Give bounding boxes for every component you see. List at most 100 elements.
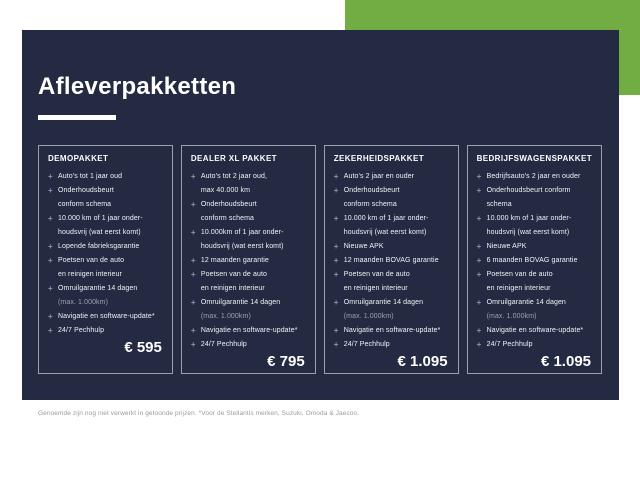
- feature-line: Onderhoudsbeurt conform: [486, 187, 571, 194]
- feature-item: +12 maanden BOVAG garantie: [334, 254, 449, 268]
- feature-line: 24/7 Pechhulp: [343, 341, 390, 348]
- package-title: DEMOPAKKET: [48, 154, 109, 163]
- feature-text: Auto's tot 1 jaar oud: [58, 170, 163, 184]
- feature-line: Poetsen van de auto: [58, 257, 125, 264]
- feature-line: 10.000km of 1 jaar onder-: [200, 229, 284, 236]
- feature-line: Auto's tot 1 jaar oud: [58, 173, 123, 180]
- plus-icon: +: [48, 172, 53, 181]
- feature-line: Poetsen van de auto: [486, 271, 553, 278]
- feature-line: Omruilgarantie 14 dagen: [343, 299, 424, 306]
- feature-text: Onderhoudsbeurt conform schema: [344, 184, 449, 212]
- plus-icon: +: [476, 326, 482, 335]
- feature-list: + Auto's tot 2 jaar oud, max 40.000 km + Ond…: [191, 170, 306, 352]
- package-price: € 1.095: [540, 353, 591, 370]
- feature-line: Auto's tot 2 jaar oud,: [200, 173, 268, 180]
- package-card-demopakket: DEMOPAKKET + Auto's tot 1 jaar oud + Onderho…: [38, 145, 173, 374]
- feature-text: 12 maanden BOVAG garantie: [344, 254, 449, 268]
- plus-icon: +: [190, 200, 196, 209]
- plus-icon: +: [333, 298, 339, 307]
- feature-text: 10.000 km of 1 jaar onder-houdsvrij (wat…: [58, 212, 163, 240]
- feature-list: + Bedrijfsauto's 2 jaar en ouder + Onderhou…: [477, 170, 592, 352]
- feature-line: 12 maanden garantie: [200, 257, 269, 264]
- feature-item: +10.000km of 1 jaar onder-houdsvrij (wat…: [191, 226, 306, 254]
- plus-icon: +: [476, 172, 482, 181]
- feature-line: Onderhoudsbeurt: [200, 201, 257, 208]
- feature-item: + Onderhoudsbeurt conform schema: [477, 184, 592, 212]
- feature-line: Onderhoudsbeurt: [58, 187, 114, 194]
- feature-item: + Auto's tot 1 jaar oud: [48, 170, 163, 184]
- plus-icon: +: [333, 256, 339, 265]
- feature-item: + Poetsen van de auto en reinigen interieu…: [48, 254, 163, 282]
- feature-line: schema: [486, 201, 512, 208]
- feature-item: +10.000 km of 1 jaar onder-houdsvrij (wa…: [48, 212, 163, 240]
- afleverpakketten-panel: Afleverpakketten DEMOPAKKET + Auto's tot 1…: [22, 30, 619, 400]
- feature-line: houdsvrij (wat eerst komt): [200, 243, 284, 250]
- feature-line: en reinigen interieur: [58, 271, 122, 278]
- feature-list: + Auto's 2 jaar en ouder + Onderhoudsbeurt c…: [334, 170, 449, 352]
- feature-text: 10.000 km of 1 jaar onder-houdsvrij (wat…: [487, 212, 592, 240]
- feature-item: + Poetsen van de auto en reinigen interieu…: [334, 268, 449, 296]
- plus-icon: +: [333, 214, 339, 223]
- feature-line: Omruilgarantie 14 dagen: [486, 299, 566, 306]
- feature-text: Auto's tot 2 jaar oud, max 40.000 km: [201, 170, 306, 198]
- feature-item: + Auto's tot 2 jaar oud, max 40.000 km: [191, 170, 306, 198]
- feature-line: Nieuwe APK: [486, 243, 527, 250]
- feature-line: Onderhoudsbeurt: [343, 187, 400, 194]
- feature-text: Omruilgarantie 14 dagen (max. 1.000km): [344, 296, 449, 324]
- feature-text: 12 maanden garantie: [201, 254, 306, 268]
- feature-line: 10.000 km of 1 jaar onder-: [486, 215, 572, 222]
- plus-icon: +: [333, 242, 339, 251]
- feature-item: +10.000 km of 1 jaar onder-houdsvrij (wa…: [334, 212, 449, 240]
- feature-line: Poetsen van de auto: [200, 271, 267, 278]
- feature-text: Omruilgarantie 14 dagen (max. 1.000km): [487, 296, 592, 324]
- feature-item: + Lopende fabrieksgarantie: [48, 240, 163, 254]
- feature-line: en reinigen interieur: [200, 285, 265, 292]
- feature-line: Nieuwe APK: [343, 243, 384, 250]
- feature-line: 6 maanden BOVAG garantie: [486, 257, 578, 264]
- plus-icon: +: [48, 186, 53, 195]
- feature-item: +24/7 Pechhulp: [191, 338, 306, 352]
- feature-line: 24/7 Pechhulp: [58, 327, 105, 334]
- package-title: DEALER XL PAKKET: [190, 154, 277, 163]
- feature-line: conform schema: [343, 201, 397, 208]
- feature-item: + Onderhoudsbeurt conform schema: [334, 184, 449, 212]
- feature-line: Navigatie en software-update*: [486, 327, 584, 334]
- plus-icon: +: [333, 172, 339, 181]
- feature-list: + Auto's tot 1 jaar oud + Onderhoudsbeurt co…: [48, 170, 163, 338]
- page-title: Afleverpakketten: [38, 73, 237, 100]
- feature-line: 10.000 km of 1 jaar onder-: [343, 215, 429, 222]
- feature-text: Navigatie en software-update*: [201, 324, 306, 338]
- feature-item: + Navigatie en software-update*: [334, 324, 449, 338]
- feature-line: houdsvrij (wat eerst komt): [486, 229, 570, 236]
- feature-text: Auto's 2 jaar en ouder: [344, 170, 449, 184]
- plus-icon: +: [48, 284, 53, 293]
- plus-icon: +: [476, 242, 482, 251]
- feature-item: + Navigatie en software-update*: [48, 310, 163, 324]
- plus-icon: +: [476, 298, 482, 307]
- feature-line: Lopende fabrieksgarantie: [58, 243, 140, 250]
- feature-text: 24/7 Pechhulp: [58, 324, 163, 338]
- feature-item: + Bedrijfsauto's 2 jaar en ouder: [477, 170, 592, 184]
- package-title: BEDRIJFSWAGENSPAKKET: [476, 154, 592, 163]
- feature-text: Omruilgarantie 14 dagen (max. 1.000km): [201, 296, 306, 324]
- feature-item: + Omruilgarantie 14 dagen (max. 1.000km): [48, 282, 163, 310]
- feature-text: Nieuwe APK: [487, 240, 592, 254]
- feature-text: Poetsen van de auto en reinigen interieur: [487, 268, 592, 296]
- feature-line: Bedrijfsauto's 2 jaar en ouder: [486, 173, 581, 180]
- feature-line: en reinigen interieur: [343, 285, 408, 292]
- feature-text: 24/7 Pechhulp: [344, 338, 449, 352]
- feature-text: 10.000 km of 1 jaar onder-houdsvrij (wat…: [344, 212, 449, 240]
- plus-icon: +: [190, 270, 196, 279]
- feature-item: +6 maanden BOVAG garantie: [477, 254, 592, 268]
- feature-line: (max. 1.000km): [343, 313, 394, 320]
- feature-text: Onderhoudsbeurt conform schema: [58, 184, 163, 212]
- feature-item: + Navigatie en software-update*: [477, 324, 592, 338]
- package-price: € 1.095: [397, 353, 448, 370]
- plus-icon: +: [190, 228, 196, 237]
- package-card-dealer-xl-pakket: DEALER XL PAKKET + Auto's tot 2 jaar oud, m…: [180, 145, 316, 374]
- feature-line: 12 maanden BOVAG garantie: [343, 257, 439, 264]
- footnote-text: Genoemde zijn nog niet verwerkt in getoo…: [38, 410, 360, 417]
- feature-line: 24/7 Pechhulp: [200, 341, 247, 348]
- feature-item: + Auto's 2 jaar en ouder: [334, 170, 449, 184]
- packages-row: DEMOPAKKET + Auto's tot 1 jaar oud + Onderho…: [38, 145, 602, 374]
